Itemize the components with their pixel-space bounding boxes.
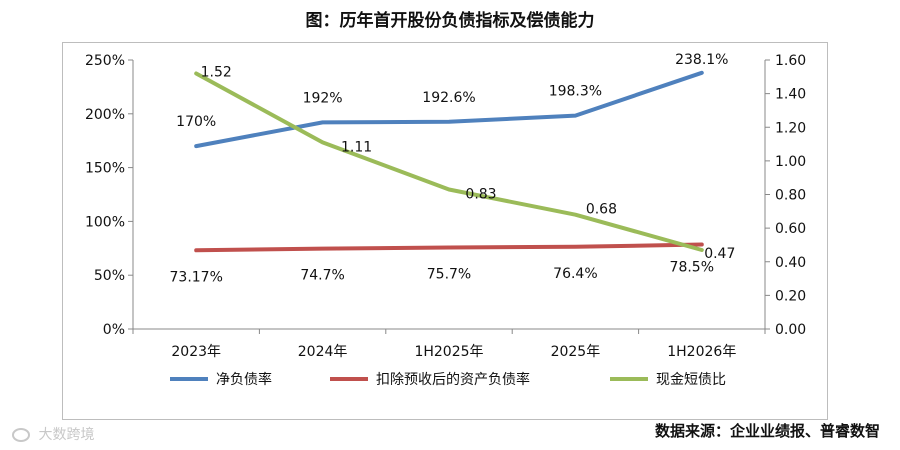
data-label-net-debt-ratio: 192.6%: [422, 90, 475, 106]
y-left-tick-label: 100%: [85, 214, 125, 230]
data-label-net-debt-ratio: 238.1%: [675, 52, 728, 68]
x-tick-label: 2024年: [298, 344, 348, 360]
y-left-tick-label: 150%: [85, 161, 125, 177]
data-label-adjusted-debt-asset-ratio: 76.4%: [553, 266, 597, 282]
legend-label-net-debt-ratio: 净负债率: [216, 371, 272, 388]
data-label-adjusted-debt-asset-ratio: 74.7%: [300, 268, 344, 284]
y-left-tick-label: 0%: [103, 322, 125, 338]
data-label-adjusted-debt-asset-ratio: 73.17%: [170, 269, 223, 285]
data-label-cash-short-debt-ratio: 1.52: [201, 64, 232, 80]
y-right-tick-label: 1.60: [775, 53, 806, 69]
data-label-cash-short-debt-ratio: 0.47: [704, 246, 735, 262]
y-left-tick-label: 200%: [85, 107, 125, 123]
y-right-tick-label: 1.40: [775, 87, 806, 103]
source-note: 数据来源：企业业绩报、普睿数智: [654, 422, 880, 440]
y-right-tick-label: 0.40: [775, 255, 806, 271]
x-tick-label: 1H2026年: [667, 344, 736, 360]
data-label-net-debt-ratio: 192%: [303, 90, 343, 106]
data-label-adjusted-debt-asset-ratio: 78.5%: [670, 260, 714, 276]
series-line-net-debt-ratio: [194, 70, 704, 149]
legend-label-cash-short-debt-ratio: 现金短债比: [656, 372, 726, 388]
x-tick-label: 2025年: [551, 344, 601, 360]
y-right-tick-label: 1.20: [775, 120, 806, 136]
x-tick-label: 1H2025年: [414, 344, 483, 360]
data-label-adjusted-debt-asset-ratio: 75.7%: [427, 267, 471, 283]
y-right-tick-label: 1.00: [775, 154, 806, 170]
y-right-tick-label: 0.80: [775, 188, 806, 204]
watermark-text: 大数跨境: [38, 427, 95, 443]
data-label-cash-short-debt-ratio: 0.68: [586, 202, 617, 218]
chart-title: 图：历年首开股份负债指标及偿债能力: [305, 11, 595, 31]
data-label-cash-short-debt-ratio: 1.11: [341, 139, 372, 155]
y-right-tick-label: 0.20: [775, 288, 806, 304]
data-label-cash-short-debt-ratio: 0.83: [465, 186, 496, 202]
series-line-adjusted-debt-asset-ratio: [194, 242, 704, 253]
y-right-tick-label: 0.00: [775, 322, 806, 338]
legend-label-adjusted-debt-asset-ratio: 扣除预收后的资产负债率: [376, 371, 530, 388]
chart-frame: [62, 42, 828, 420]
data-label-net-debt-ratio: 198.3%: [549, 84, 602, 100]
watermark-icon: [12, 428, 30, 442]
data-label-net-debt-ratio: 170%: [176, 114, 216, 130]
y-left-tick-label: 50%: [94, 268, 125, 284]
x-tick-label: 2023年: [171, 344, 221, 360]
y-right-tick-label: 0.60: [775, 221, 806, 237]
y-left-tick-label: 250%: [85, 53, 125, 69]
watermark: 大数跨境: [12, 424, 94, 444]
